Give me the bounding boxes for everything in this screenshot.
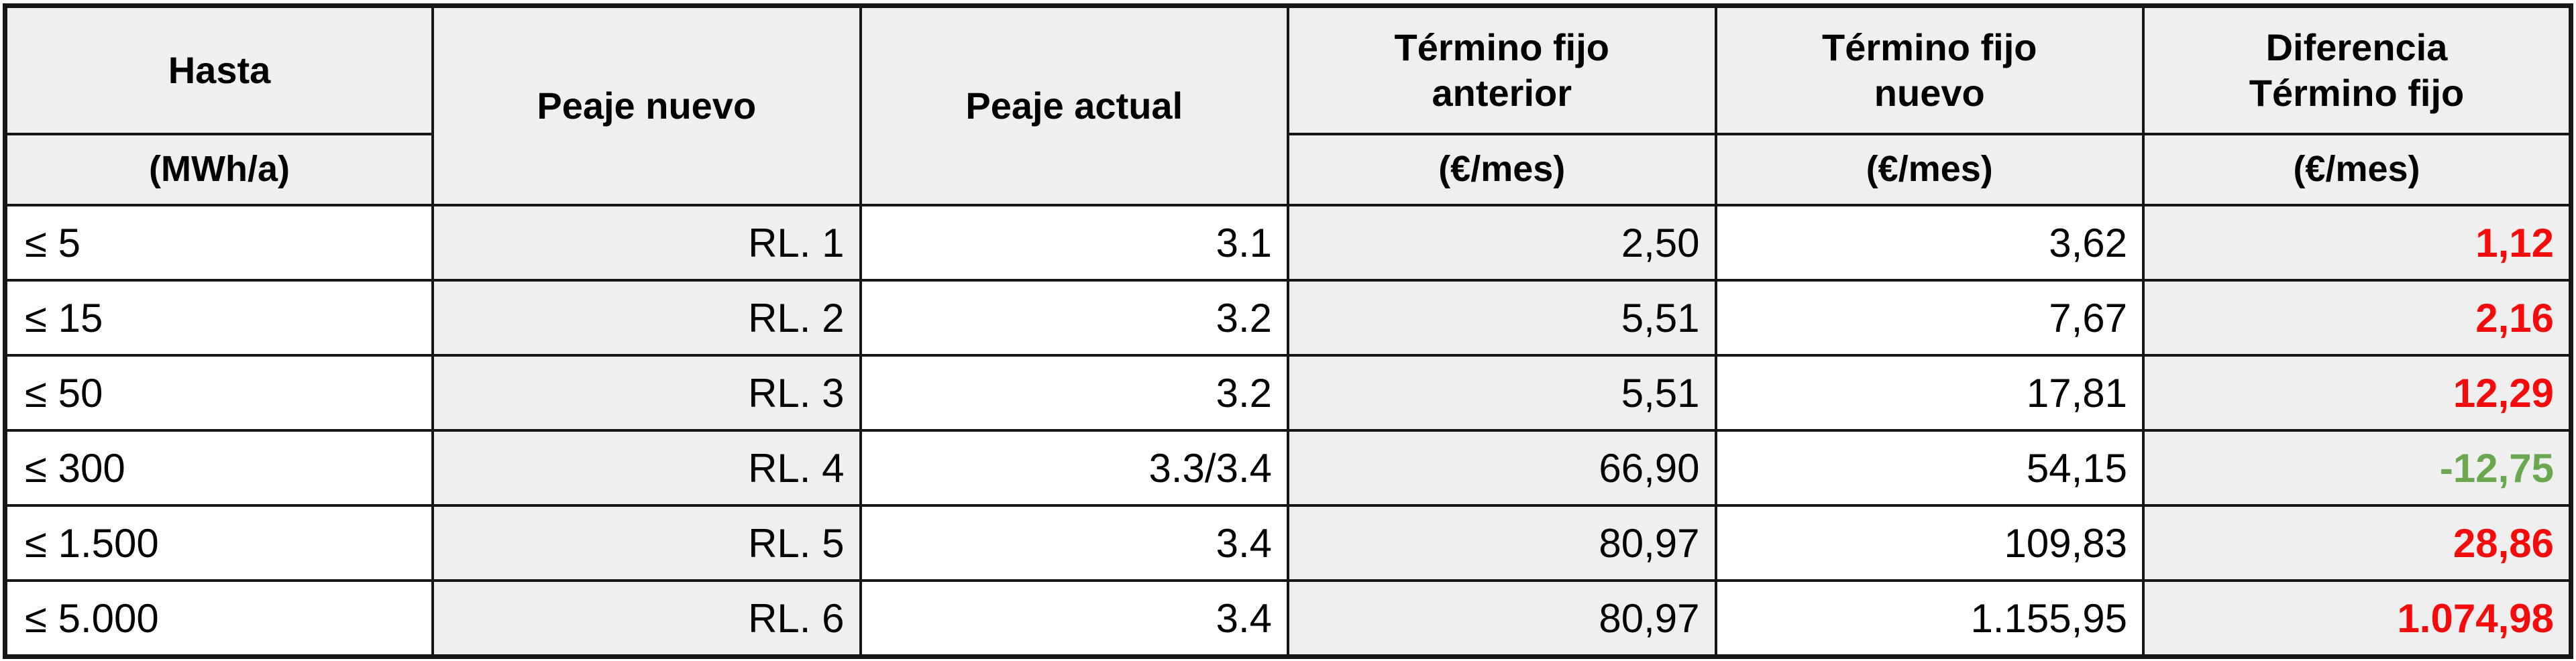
cell-diferencia: 28,86 xyxy=(2142,504,2573,582)
cell-hasta: ≤ 15 xyxy=(3,279,434,357)
cell-peaje-nuevo: RL. 5 xyxy=(431,504,862,582)
cell-diferencia: 1.074,98 xyxy=(2142,579,2573,658)
tariff-comparison-table: Hasta Peaje nuevo Peaje actual Término f… xyxy=(3,3,2573,659)
header-termino-fijo-anterior-line1: Término fijo xyxy=(1394,25,1609,68)
cell-peaje-nuevo: RL. 2 xyxy=(431,279,862,357)
header-diferencia: Diferencia Término fijo xyxy=(2142,4,2573,135)
cell-hasta: ≤ 50 xyxy=(3,354,434,432)
header-diferencia-line2: Término fijo xyxy=(2249,72,2465,114)
table-row: ≤ 1.500 RL. 5 3.4 80,97 109,83 28,86 xyxy=(3,504,2573,582)
cell-diferencia: -12,75 xyxy=(2142,429,2573,507)
cell-peaje-actual: 3.4 xyxy=(859,504,1289,582)
header-peaje-actual-label: Peaje actual xyxy=(965,84,1183,127)
header-hasta-label: Hasta xyxy=(168,48,271,91)
header-termino-fijo-nuevo-unit: (€/mes) xyxy=(1714,133,2145,206)
table-row: ≤ 50 RL. 3 3.2 5,51 17,81 12,29 xyxy=(3,354,2573,432)
cell-termino-fijo-nuevo: 1.155,95 xyxy=(1714,579,2145,658)
cell-termino-fijo-nuevo: 3,62 xyxy=(1714,204,2145,282)
header-peaje-nuevo-label: Peaje nuevo xyxy=(537,84,757,127)
cell-hasta: ≤ 5 xyxy=(3,204,434,282)
cell-peaje-nuevo: RL. 4 xyxy=(431,429,862,507)
header-hasta-unit: (MWh/a) xyxy=(3,133,434,206)
cell-peaje-nuevo: RL. 1 xyxy=(431,204,862,282)
header-row-titles: Hasta Peaje nuevo Peaje actual Término f… xyxy=(3,4,2573,206)
cell-termino-fijo-nuevo: 17,81 xyxy=(1714,354,2145,432)
cell-diferencia: 1,12 xyxy=(2142,204,2573,282)
header-termino-fijo-anterior-unit: (€/mes) xyxy=(1287,133,1717,206)
cell-peaje-actual: 3.2 xyxy=(859,279,1289,357)
cell-hasta: ≤ 5.000 xyxy=(3,579,434,658)
cell-peaje-actual: 3.4 xyxy=(859,579,1289,658)
cell-termino-fijo-anterior: 5,51 xyxy=(1287,354,1717,432)
cell-hasta: ≤ 300 xyxy=(3,429,434,507)
cell-peaje-actual: 3.3/3.4 xyxy=(859,429,1289,507)
cell-termino-fijo-anterior: 80,97 xyxy=(1287,504,1717,582)
header-termino-fijo-nuevo-line1: Término fijo xyxy=(1822,25,2037,68)
cell-termino-fijo-nuevo: 7,67 xyxy=(1714,279,2145,357)
cell-termino-fijo-anterior: 2,50 xyxy=(1287,204,1717,282)
header-hasta: Hasta xyxy=(3,4,434,135)
table-row: ≤ 5 RL. 1 3.1 2,50 3,62 1,12 xyxy=(3,204,2573,282)
header-diferencia-line1: Diferencia xyxy=(2265,25,2448,68)
cell-termino-fijo-anterior: 66,90 xyxy=(1287,429,1717,507)
cell-peaje-actual: 3.1 xyxy=(859,204,1289,282)
header-termino-fijo-nuevo: Término fijo nuevo xyxy=(1714,4,2145,135)
cell-diferencia: 12,29 xyxy=(2142,354,2573,432)
cell-peaje-nuevo: RL. 3 xyxy=(431,354,862,432)
cell-termino-fijo-anterior: 80,97 xyxy=(1287,579,1717,658)
cell-hasta: ≤ 1.500 xyxy=(3,504,434,582)
cell-peaje-actual: 3.2 xyxy=(859,354,1289,432)
header-termino-fijo-anterior-line2: anterior xyxy=(1432,72,1572,114)
header-row-units: (MWh/a) (€/mes) (€/mes) (€/mes) xyxy=(3,133,2573,206)
header-peaje-nuevo: Peaje nuevo xyxy=(431,4,862,206)
header-diferencia-unit: (€/mes) xyxy=(2142,133,2573,206)
table-row: ≤ 15 RL. 2 3.2 5,51 7,67 2,16 xyxy=(3,279,2573,357)
cell-peaje-nuevo: RL. 6 xyxy=(431,579,862,658)
table-row: ≤ 5.000 RL. 6 3.4 80,97 1.155,95 1.074,9… xyxy=(3,579,2573,658)
header-termino-fijo-anterior: Término fijo anterior xyxy=(1287,4,1717,135)
table-row: ≤ 300 RL. 4 3.3/3.4 66,90 54,15 -12,75 xyxy=(3,429,2573,507)
header-peaje-actual: Peaje actual xyxy=(859,4,1289,206)
header-termino-fijo-nuevo-line2: nuevo xyxy=(1874,72,1985,114)
cell-termino-fijo-nuevo: 109,83 xyxy=(1714,504,2145,582)
cell-termino-fijo-anterior: 5,51 xyxy=(1287,279,1717,357)
cell-termino-fijo-nuevo: 54,15 xyxy=(1714,429,2145,507)
cell-diferencia: 2,16 xyxy=(2142,279,2573,357)
